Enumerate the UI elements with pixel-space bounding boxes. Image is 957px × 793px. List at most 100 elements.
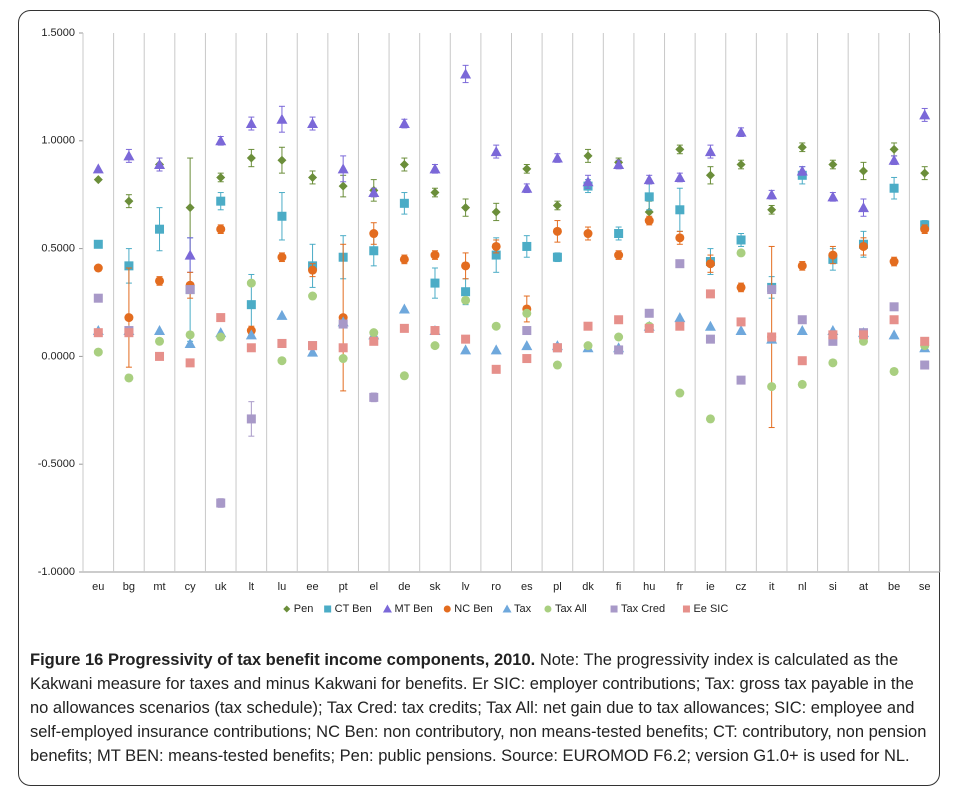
data-point	[920, 336, 930, 346]
x-tick-label: lu	[278, 581, 287, 593]
legend-label: NC Ben	[454, 603, 493, 615]
data-point	[246, 414, 256, 424]
data-point	[460, 68, 472, 79]
data-point	[430, 341, 440, 351]
data-point	[216, 172, 226, 182]
y-tick-label: 1.0000	[41, 135, 75, 147]
data-point	[216, 196, 226, 206]
data-point	[644, 323, 654, 333]
data-point	[93, 293, 103, 303]
legend-marker	[682, 605, 690, 613]
data-point	[522, 308, 532, 318]
data-point	[888, 154, 900, 165]
data-point	[93, 328, 103, 338]
data-point	[491, 207, 501, 217]
data-point	[675, 144, 685, 154]
data-point	[185, 285, 195, 295]
data-point	[889, 144, 899, 154]
data-point	[124, 373, 134, 383]
caption-note: Note: The progressivity index is calcula…	[30, 651, 927, 765]
data-point	[614, 315, 624, 325]
data-point	[614, 332, 624, 342]
data-point	[827, 191, 839, 202]
x-tick-label: pt	[339, 581, 348, 593]
data-point	[889, 366, 899, 376]
data-point	[369, 336, 379, 346]
x-tick-label: fi	[616, 581, 622, 593]
x-tick-label: at	[859, 581, 868, 593]
data-point	[675, 321, 685, 331]
data-point	[644, 192, 654, 202]
data-point	[93, 347, 103, 357]
data-point	[154, 325, 166, 336]
data-point	[398, 118, 410, 129]
data-point	[796, 325, 808, 336]
x-tick-label: sk	[429, 581, 441, 593]
x-tick-label: pl	[553, 581, 562, 593]
data-point	[920, 224, 930, 234]
data-point	[491, 364, 501, 374]
data-point	[399, 254, 409, 264]
data-point	[430, 326, 440, 336]
y-tick-label: -0.5000	[38, 458, 75, 470]
x-tick-label: el	[369, 581, 378, 593]
data-point	[797, 261, 807, 271]
data-point	[828, 336, 838, 346]
data-point	[889, 315, 899, 325]
data-point	[398, 303, 410, 314]
data-point	[705, 289, 715, 299]
data-point	[124, 328, 134, 338]
data-point	[767, 205, 777, 215]
data-point	[185, 330, 195, 340]
data-point	[399, 323, 409, 333]
x-tick-label: lv	[462, 581, 470, 593]
data-point	[797, 356, 807, 366]
x-tick-label: mt	[153, 581, 165, 593]
data-point	[552, 252, 562, 262]
data-point	[858, 330, 868, 340]
y-tick-label: 0.5000	[41, 243, 75, 255]
data-point	[735, 126, 747, 137]
data-point	[461, 261, 471, 271]
data-point	[368, 187, 380, 198]
data-point	[522, 241, 532, 251]
data-point	[675, 259, 685, 269]
data-point	[308, 172, 318, 182]
data-point	[675, 388, 685, 398]
data-point	[888, 329, 900, 340]
data-point	[675, 205, 685, 215]
data-point	[766, 189, 778, 200]
data-point	[614, 250, 624, 260]
x-tick-label: dk	[582, 581, 594, 593]
data-point	[521, 182, 533, 193]
data-point	[155, 351, 165, 361]
data-point	[184, 249, 196, 260]
data-point	[155, 336, 165, 346]
data-point	[184, 337, 196, 348]
data-point	[369, 246, 379, 256]
data-point	[216, 224, 226, 234]
data-point	[490, 146, 502, 157]
x-tick-label: cz	[736, 581, 747, 593]
x-tick-label: cy	[185, 581, 197, 593]
x-tick-label: ie	[706, 581, 715, 593]
data-point	[614, 229, 624, 239]
data-point	[735, 325, 747, 336]
data-point	[216, 332, 226, 342]
data-point	[93, 175, 103, 185]
data-point	[399, 198, 409, 208]
data-point	[736, 282, 746, 292]
legend-marker	[544, 605, 552, 613]
data-point	[705, 170, 715, 180]
y-tick-label: 0.0000	[41, 350, 75, 362]
legend-label: CT Ben	[335, 603, 372, 615]
data-point	[613, 159, 625, 170]
data-point	[277, 211, 287, 221]
legend-label: MT Ben	[394, 603, 432, 615]
x-tick-label: it	[769, 581, 775, 593]
data-point	[521, 340, 533, 351]
data-point	[277, 338, 287, 348]
data-point	[552, 343, 562, 353]
legend-marker	[443, 605, 451, 613]
data-point	[277, 252, 287, 262]
